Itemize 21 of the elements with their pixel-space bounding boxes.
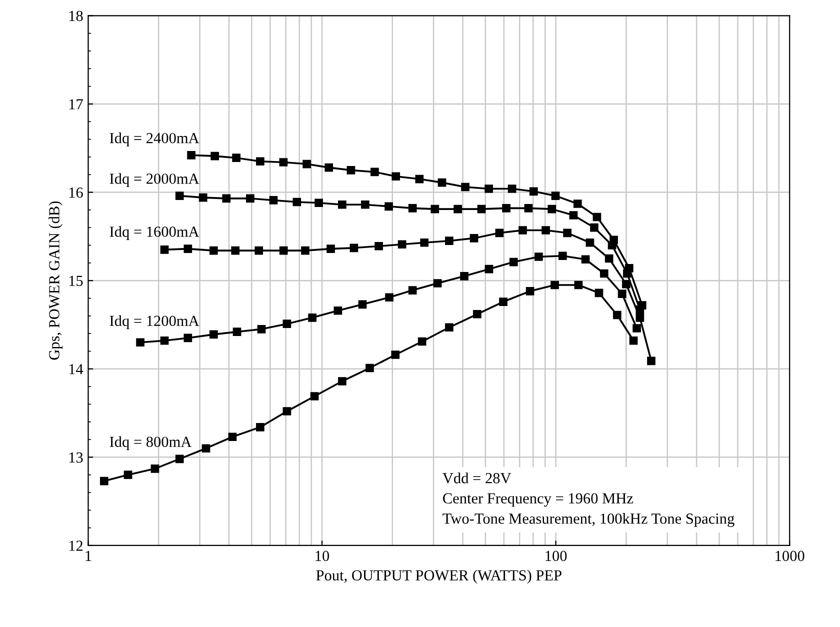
x-tick-label: 10: [316, 550, 330, 562]
annotation: Vdd = 28V: [442, 472, 512, 484]
x-tick-label: 1: [86, 550, 92, 561]
annotation: Two-Tone Measurement, 100kHz Tone Spacing: [442, 513, 734, 527]
annotation: Center Frequency = 1960 MHz: [443, 493, 634, 507]
y-tick-label: 16: [69, 187, 83, 198]
series-label: Idq = 800mA: [110, 436, 192, 450]
y-tick-label: 13: [69, 452, 83, 463]
x-tick-label: 100: [546, 550, 567, 562]
series-label: Idq = 2000mA: [110, 173, 200, 187]
series-label: Idq = 1200mA: [110, 315, 200, 330]
y-tick-label: 12: [69, 540, 82, 551]
x-axis-title: Pout, OUTPUT POWER (WATTS) PEP: [316, 570, 562, 584]
y-tick-label: 15: [69, 276, 83, 286]
y-axis-title: Gps, POWER GAIN (dB): [48, 201, 63, 360]
y-tick-label: 18: [69, 10, 83, 22]
y-tick-label: 14: [69, 364, 84, 374]
x-tick-label: 1000: [776, 550, 804, 562]
y-tick-label: 17: [69, 99, 83, 110]
series-label: Idq = 1600mA: [110, 226, 200, 240]
series-label: Idq = 2400mA: [110, 132, 200, 146]
